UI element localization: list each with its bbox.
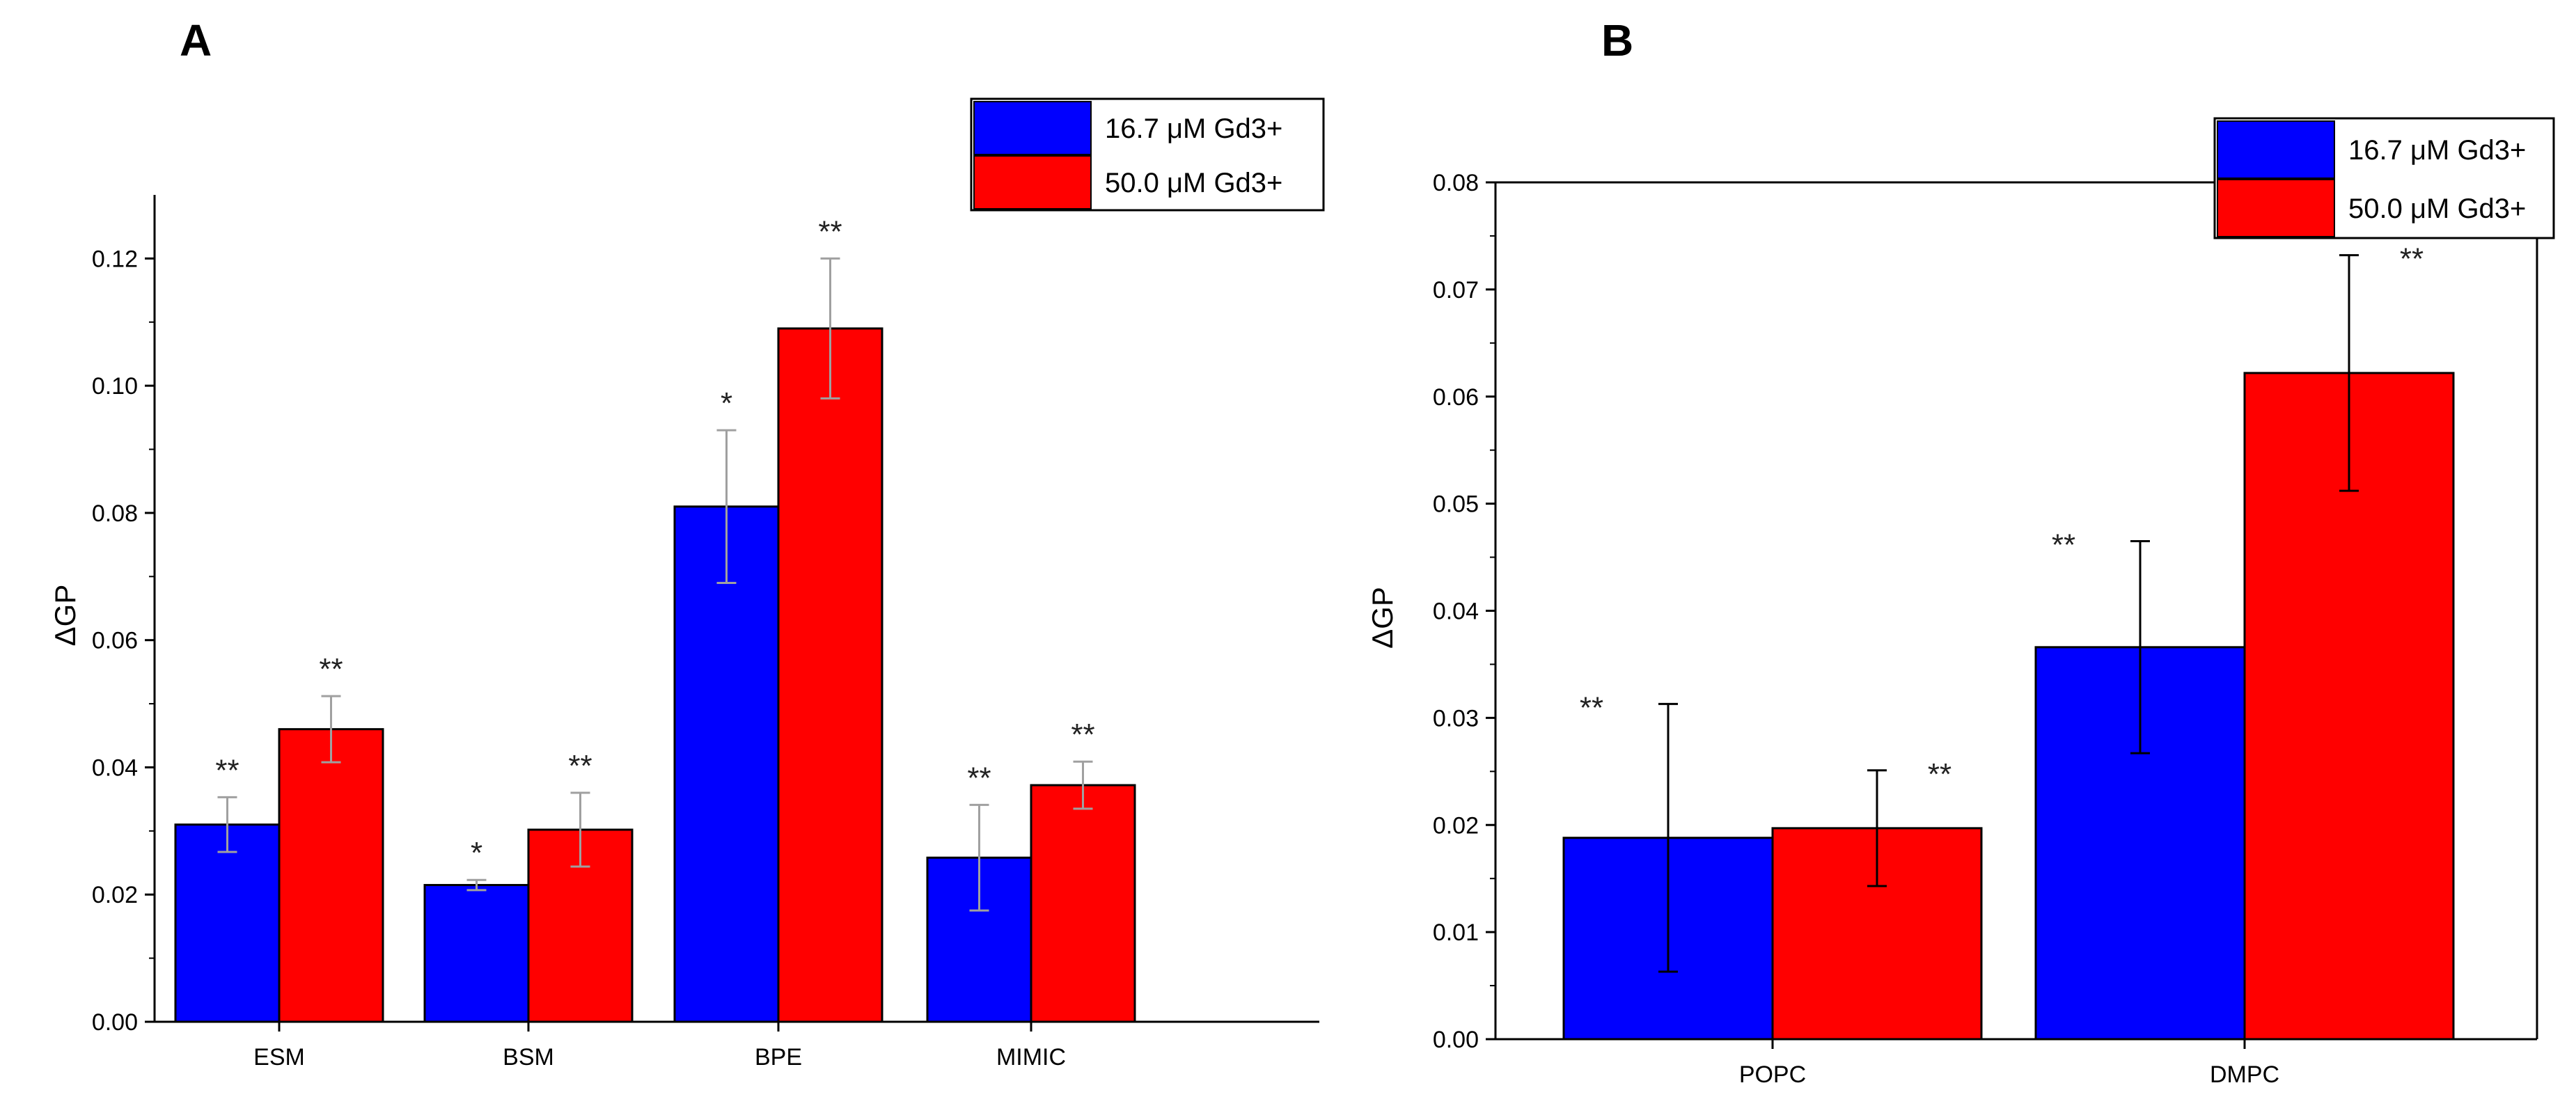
y-tick-label-b-3: 0.03 [1433, 705, 1479, 732]
significance-a-s2-bsm: ** [568, 749, 592, 783]
bar-a-s1-esm [174, 823, 281, 1023]
legend-label-a-2: 50.0 μM Gd3+ [1105, 168, 1282, 198]
bar-a-s2-esm [278, 728, 384, 1023]
legend-swatch-a-1 [973, 101, 1092, 155]
y-tick-label-b-1: 0.01 [1433, 919, 1479, 946]
significance-a-s1-mimic: ** [967, 761, 991, 795]
y-tick-label-a-5: 0.10 [92, 373, 138, 400]
y-tick-label-b-7: 0.07 [1433, 277, 1479, 303]
bar-a-s2-mimic [1030, 784, 1136, 1023]
y-tick-label-b-8: 0.08 [1433, 170, 1479, 196]
panel-b-label: B [1601, 15, 1633, 65]
significance-a-s2-bpe: ** [818, 214, 842, 248]
x-tick-label-b-popc: POPC [1739, 1061, 1806, 1088]
chart-a: **************0.000.020.040.060.080.100.… [49, 97, 1325, 1071]
significance-b-s2-dmpc: ** [2400, 242, 2424, 276]
panel-a-label: A [180, 15, 212, 65]
significance-a-s1-bpe: * [721, 386, 732, 420]
legend-swatch-a-2 [973, 155, 1092, 210]
y-axis-label-b: ΔGP [1366, 587, 1399, 649]
y-tick-label-b-5: 0.05 [1433, 491, 1479, 518]
bar-a-s2-bpe [777, 327, 883, 1023]
significance-a-s1-esm: ** [215, 753, 239, 787]
significance-a-s2-esm: ** [319, 652, 343, 686]
legend-swatch-b-1 [2217, 120, 2335, 179]
y-axis-label-a: ΔGP [49, 585, 81, 647]
significance-b-s1-popc: ** [1580, 690, 1603, 725]
y-tick-label-b-4: 0.04 [1433, 599, 1479, 625]
x-tick-label-b-dmpc: DMPC [2210, 1061, 2279, 1088]
y-tick-label-b-0: 0.00 [1433, 1027, 1479, 1053]
significance-b-s2-popc: ** [1928, 757, 1951, 791]
y-tick-label-b-2: 0.02 [1433, 812, 1479, 839]
legend-label-a-1: 16.7 μM Gd3+ [1105, 113, 1282, 144]
y-tick-label-a-0: 0.00 [92, 1009, 138, 1036]
x-tick-label-a-bpe: BPE [755, 1044, 802, 1071]
y-tick-label-a-6: 0.12 [92, 246, 138, 272]
bar-a-s1-bpe [673, 505, 780, 1023]
legend-swatch-b-2 [2217, 179, 2335, 237]
bar-a-s1-bsm [423, 884, 530, 1023]
x-tick-label-a-bsm: BSM [503, 1044, 554, 1071]
y-tick-label-a-1: 0.02 [92, 882, 138, 908]
x-tick-label-a-esm: ESM [253, 1044, 305, 1071]
y-tick-label-a-2: 0.04 [92, 755, 138, 781]
legend-label-b-2: 50.0 μM Gd3+ [2348, 193, 2526, 224]
significance-a-s1-bsm: * [471, 836, 482, 870]
significance-a-s2-mimic: ** [1071, 718, 1094, 752]
legend-label-b-1: 16.7 μM Gd3+ [2348, 135, 2526, 166]
chart-b: ** ** ** ** 0.00 0.01 0.02 0.03 0.04 0.05 0.06 0.07… [1366, 117, 2555, 1088]
x-tick-label-a-mimic: MIMIC [996, 1044, 1066, 1071]
y-tick-label-a-3: 0.06 [92, 628, 138, 654]
y-tick-label-b-6: 0.06 [1433, 384, 1479, 411]
significance-b-s1-dmpc: ** [2052, 528, 2075, 562]
y-tick-label-a-4: 0.08 [92, 500, 138, 527]
